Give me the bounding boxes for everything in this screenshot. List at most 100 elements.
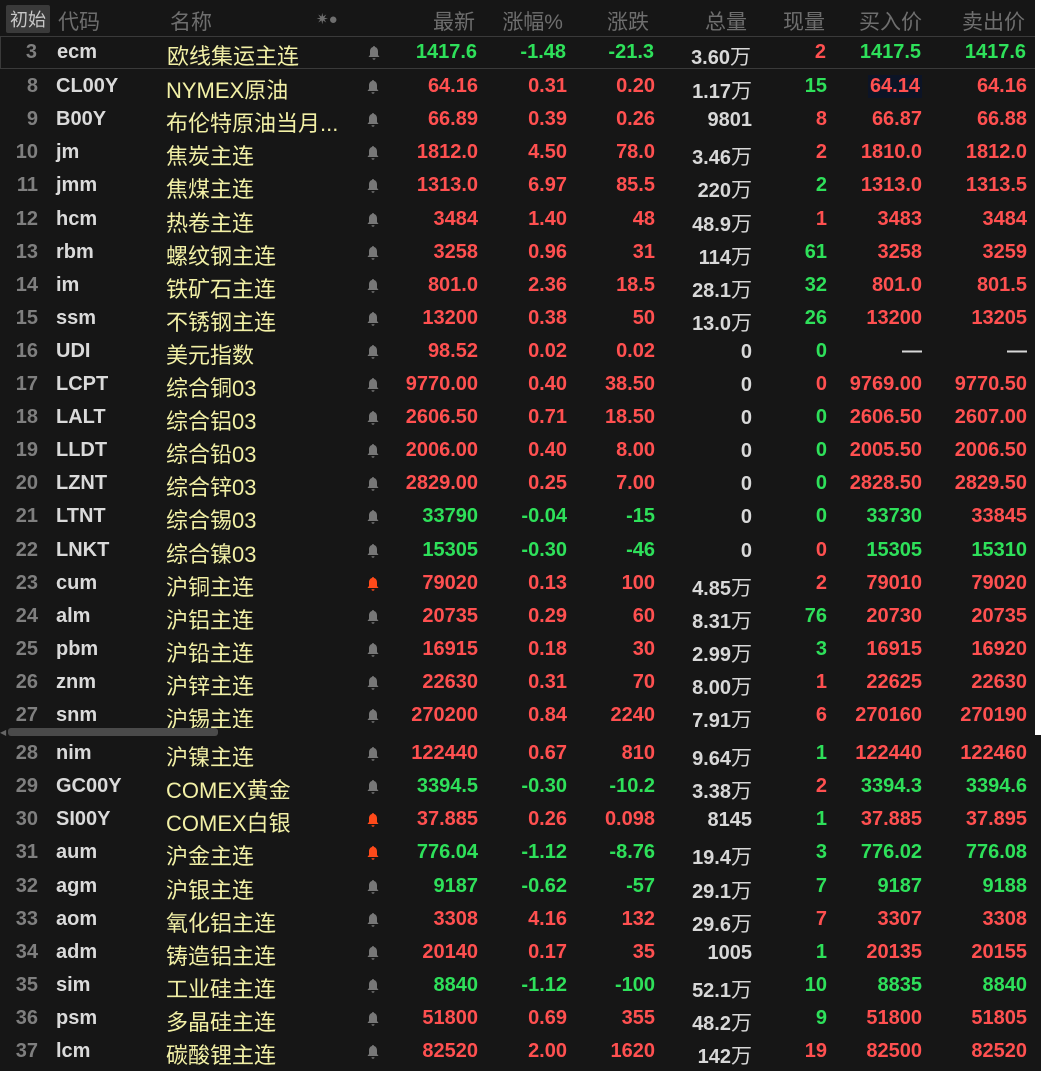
table-row[interactable]: 32 agm 沪银主连 9187 -0.62 -57 29.1万 7 9187 9188: [0, 871, 1041, 904]
table-row[interactable]: 14 im 铁矿石主连 801.0 2.36 18.5 28.1万 32 801.0 801.5: [0, 270, 1041, 303]
column-settings-icon[interactable]: ✷●: [316, 11, 338, 28]
change-percent: 0.17: [528, 940, 567, 963]
table-row[interactable]: 20 LZNT 综合锌03 2829.00 0.25 7.00 0 0 2828.50 2829.…: [0, 468, 1041, 501]
ask-price: 9188: [982, 874, 1028, 897]
change-percent: -0.04: [521, 505, 567, 528]
table-row[interactable]: 10 jm 焦炭主连 1812.0 4.50 78.0 3.46万 2 1810.0 1812.0: [0, 137, 1041, 170]
col-header-ask[interactable]: 卖出价: [962, 11, 1025, 34]
table-row[interactable]: 28 nim 沪镍主连 122440 0.67 810 9.64万 1 122440 122460: [0, 738, 1041, 771]
alert-bell-icon[interactable]: [367, 44, 381, 67]
row-index: 33: [15, 907, 38, 930]
bid-price: 270160: [855, 704, 922, 726]
col-header-bid[interactable]: 买入价: [859, 11, 922, 34]
current-volume: 1: [815, 742, 827, 765]
total-volume: 4.85万: [692, 572, 752, 602]
scrollbar-thumb[interactable]: [8, 728, 218, 736]
alert-bell-icon[interactable]: [366, 442, 380, 465]
alert-bell-icon[interactable]: [366, 911, 380, 934]
table-row[interactable]: 16 UDI 美元指数 98.52 0.02 0.02 0 0 — —: [0, 336, 1041, 369]
volume-value: 48.9: [692, 213, 731, 236]
alert-bell-icon[interactable]: [366, 1010, 380, 1033]
alert-bell-icon[interactable]: [366, 508, 380, 531]
alert-bell-icon[interactable]: [366, 376, 380, 399]
alert-bell-icon[interactable]: [366, 878, 380, 901]
table-row[interactable]: 25 pbm 沪铅主连 16915 0.18 30 2.99万 3 16915 16920: [0, 634, 1041, 667]
table-row[interactable]: 33 aom 氧化铝主连 3308 4.16 132 29.6万 7 3307 3308: [0, 904, 1041, 937]
alert-bell-icon[interactable]: [366, 707, 380, 730]
alert-bell-icon[interactable]: [366, 343, 380, 366]
alert-bell-icon[interactable]: [366, 778, 380, 801]
alert-bell-icon[interactable]: [366, 277, 380, 300]
alert-bell-icon[interactable]: [366, 575, 380, 598]
alert-bell-icon[interactable]: [366, 244, 380, 267]
current-volume: 2: [815, 174, 827, 197]
table-row[interactable]: 26 znm 沪锌主连 22630 0.31 70 8.00万 1 22625 22630: [0, 667, 1041, 700]
alert-bell-icon[interactable]: [366, 475, 380, 498]
alert-bell-icon[interactable]: [366, 977, 380, 1000]
table-row[interactable]: 21 LTNT 综合锡03 33790 -0.04 -15 0 0 33730 33845: [0, 501, 1041, 534]
symbol-code: snm: [56, 704, 98, 726]
table-row[interactable]: 15 ssm 不锈钢主连 13200 0.38 50 13.0万 26 13200 13205: [0, 303, 1041, 336]
col-header-pct[interactable]: 涨幅%: [502, 11, 563, 34]
alert-bell-icon[interactable]: [366, 177, 380, 200]
alert-bell-icon[interactable]: [366, 111, 380, 134]
volume-unit: 万: [731, 642, 752, 666]
table-row[interactable]: 31 aum 沪金主连 776.04 -1.12 -8.76 19.4万 3 776.02 776…: [0, 837, 1041, 870]
bid-price: 1810.0: [860, 141, 922, 164]
table-row[interactable]: 19 LLDT 综合铅03 2006.00 0.40 8.00 0 0 2005.50 2006.…: [0, 435, 1041, 468]
table-row[interactable]: 17 LCPT 综合铜03 9770.00 0.40 38.50 0 0 9769.00 9770…: [0, 369, 1041, 402]
col-header-name[interactable]: 名称: [170, 11, 212, 34]
row-index: 29: [15, 775, 38, 798]
table-row[interactable]: 8 CL00Y NYMEX原油 64.16 0.31 0.20 1.17万 15 64.14 64…: [0, 71, 1041, 104]
alert-bell-icon[interactable]: [366, 409, 380, 432]
init-button[interactable]: 初始: [6, 5, 50, 33]
table-row[interactable]: 22 LNKT 综合镍03 15305 -0.30 -46 0 0 15305 15310: [0, 535, 1041, 568]
col-header-last[interactable]: 最新: [433, 11, 475, 34]
col-header-chg[interactable]: 涨跌: [607, 11, 649, 34]
change-amount: 38.50: [604, 373, 655, 395]
change-percent: 0.31: [528, 670, 567, 693]
col-header-now[interactable]: 现量: [783, 11, 825, 34]
table-row[interactable]: 34 adm 铸造铝主连 20140 0.17 35 1005 1 20135 20155: [0, 937, 1041, 970]
alert-bell-icon[interactable]: [366, 310, 380, 333]
table-row[interactable]: 35 sim 工业硅主连 8840 -1.12 -100 52.1万 10 8835 8840: [0, 970, 1041, 1003]
table-row[interactable]: 18 LALT 综合铝03 2606.50 0.71 18.50 0 0 2606.50 2607…: [0, 402, 1041, 435]
change-percent: 0.38: [528, 306, 567, 329]
table-row[interactable]: 29 GC00Y COMEX黄金 3394.5 -0.30 -10.2 3.38万 2 3394…: [0, 771, 1041, 804]
table-row[interactable]: 3 ecm 欧线集运主连 1417.6 -1.48 -21.3 3.60万 2 1417.5 14…: [0, 36, 1041, 69]
alert-bell-icon[interactable]: [366, 78, 380, 101]
volume-value: 2.99: [692, 643, 731, 666]
bid-price: 16915: [866, 637, 922, 660]
table-row[interactable]: 13 rbm 螺纹钢主连 3258 0.96 31 114万 61 3258 3259: [0, 237, 1041, 270]
alert-bell-icon[interactable]: [366, 211, 380, 234]
table-row[interactable]: 12 hcm 热卷主连 3484 1.40 48 48.9万 1 3483 3484: [0, 204, 1041, 237]
scroll-left-icon[interactable]: ◀: [0, 728, 7, 737]
alert-bell-icon[interactable]: [366, 745, 380, 768]
table-row[interactable]: 30 SI00Y COMEX白银 37.885 0.26 0.098 8145 1 37.885…: [0, 804, 1041, 837]
table-row[interactable]: 37 lcm 碳酸锂主连 82520 2.00 1620 142万 19 82500 82520: [0, 1036, 1041, 1069]
alert-bell-icon[interactable]: [366, 844, 380, 867]
table-row[interactable]: 9 B00Y 布伦特原油当月... 66.89 0.39 0.26 9801 8 66.87 66…: [0, 104, 1041, 137]
table-row[interactable]: 23 cum 沪铜主连 79020 0.13 100 4.85万 2 79010 79020: [0, 568, 1041, 601]
table-row[interactable]: 24 alm 沪铝主连 20735 0.29 60 8.31万 76 20730 20735: [0, 601, 1041, 634]
symbol-code: B00Y: [56, 108, 107, 131]
table-row[interactable]: 36 psm 多晶硅主连 51800 0.69 355 48.2万 9 51800 51805: [0, 1003, 1041, 1036]
alert-bell-icon[interactable]: [366, 674, 380, 697]
col-header-vol[interactable]: 总量: [705, 11, 747, 34]
bid-price: 79010: [866, 571, 922, 594]
alert-bell-icon[interactable]: [366, 944, 380, 967]
alert-bell-icon[interactable]: [366, 542, 380, 565]
alert-bell-icon[interactable]: [366, 608, 380, 631]
current-volume: 2: [815, 775, 827, 798]
current-volume: 3: [815, 637, 827, 660]
alert-bell-icon[interactable]: [366, 641, 380, 664]
change-percent: 4.16: [528, 907, 567, 930]
alert-bell-icon[interactable]: [366, 811, 380, 834]
table-row[interactable]: 27 snm 沪锡主连 270200 0.84 2240 7.91万 6 270160 27019…: [0, 700, 1041, 733]
horizontal-scrollbar[interactable]: ◀: [0, 728, 1041, 737]
table-row[interactable]: 11 jmm 焦煤主连 1313.0 6.97 85.5 220万 2 1313.0 1313.5: [0, 170, 1041, 203]
alert-bell-icon[interactable]: [366, 144, 380, 167]
col-header-code[interactable]: 代码: [58, 11, 100, 34]
alert-bell-icon[interactable]: [366, 1043, 380, 1066]
last-price: 20140: [422, 940, 478, 963]
